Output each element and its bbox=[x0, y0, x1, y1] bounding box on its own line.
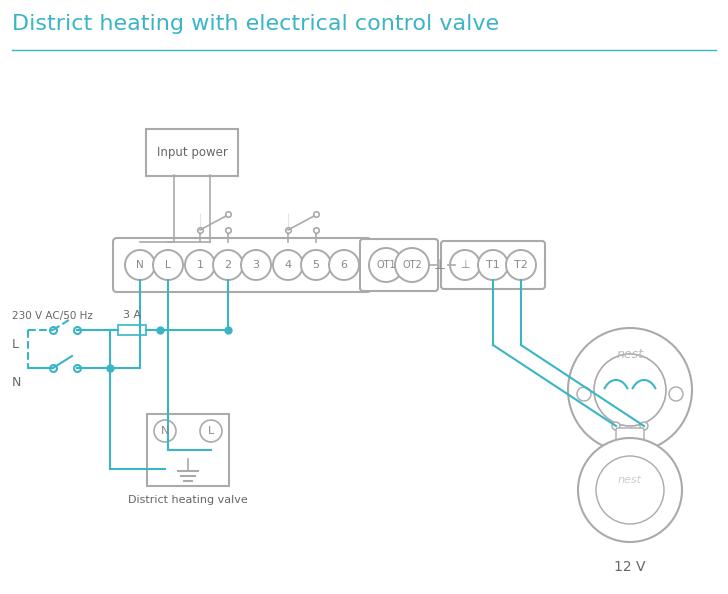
Circle shape bbox=[185, 250, 215, 280]
FancyBboxPatch shape bbox=[616, 428, 644, 446]
FancyBboxPatch shape bbox=[360, 239, 438, 291]
Circle shape bbox=[395, 248, 429, 282]
FancyBboxPatch shape bbox=[441, 241, 545, 289]
Text: 3: 3 bbox=[253, 260, 259, 270]
FancyBboxPatch shape bbox=[146, 129, 238, 176]
Circle shape bbox=[506, 250, 536, 280]
Circle shape bbox=[596, 456, 664, 524]
Circle shape bbox=[153, 250, 183, 280]
Circle shape bbox=[669, 387, 683, 401]
Text: L: L bbox=[165, 260, 171, 270]
Text: L: L bbox=[12, 337, 19, 350]
Circle shape bbox=[273, 250, 303, 280]
Text: N: N bbox=[12, 375, 21, 388]
Text: 4: 4 bbox=[285, 260, 291, 270]
Text: 230 V AC/50 Hz: 230 V AC/50 Hz bbox=[12, 311, 93, 321]
Circle shape bbox=[578, 438, 682, 542]
FancyBboxPatch shape bbox=[113, 238, 371, 292]
Text: 12 V: 12 V bbox=[614, 560, 646, 574]
Circle shape bbox=[612, 422, 620, 430]
Circle shape bbox=[568, 328, 692, 452]
Text: District heating with electrical control valve: District heating with electrical control… bbox=[12, 14, 499, 34]
Text: 1: 1 bbox=[197, 260, 204, 270]
Text: 3 A: 3 A bbox=[123, 310, 141, 320]
Text: ⊥: ⊥ bbox=[460, 260, 470, 270]
Text: 6: 6 bbox=[341, 260, 347, 270]
Circle shape bbox=[301, 250, 331, 280]
Text: T1: T1 bbox=[486, 260, 500, 270]
Circle shape bbox=[450, 250, 480, 280]
Circle shape bbox=[213, 250, 243, 280]
Text: L: L bbox=[208, 426, 214, 436]
Text: nest: nest bbox=[618, 475, 642, 485]
Text: N: N bbox=[161, 426, 169, 436]
Circle shape bbox=[594, 354, 666, 426]
Text: Input power: Input power bbox=[157, 146, 227, 159]
Circle shape bbox=[200, 420, 222, 442]
Text: OT1: OT1 bbox=[376, 260, 396, 270]
Circle shape bbox=[329, 250, 359, 280]
Circle shape bbox=[478, 250, 508, 280]
Circle shape bbox=[640, 422, 648, 430]
Bar bbox=[118, 325, 146, 335]
Text: 2: 2 bbox=[224, 260, 232, 270]
Circle shape bbox=[577, 387, 591, 401]
Text: District heating valve: District heating valve bbox=[128, 495, 248, 505]
Circle shape bbox=[125, 250, 155, 280]
Text: ⊥: ⊥ bbox=[434, 258, 446, 272]
Circle shape bbox=[369, 248, 403, 282]
Text: 5: 5 bbox=[312, 260, 320, 270]
Text: OT2: OT2 bbox=[402, 260, 422, 270]
Text: T2: T2 bbox=[514, 260, 528, 270]
Text: nest: nest bbox=[617, 347, 644, 361]
FancyBboxPatch shape bbox=[147, 414, 229, 486]
Circle shape bbox=[241, 250, 271, 280]
Circle shape bbox=[154, 420, 176, 442]
Text: N: N bbox=[136, 260, 144, 270]
